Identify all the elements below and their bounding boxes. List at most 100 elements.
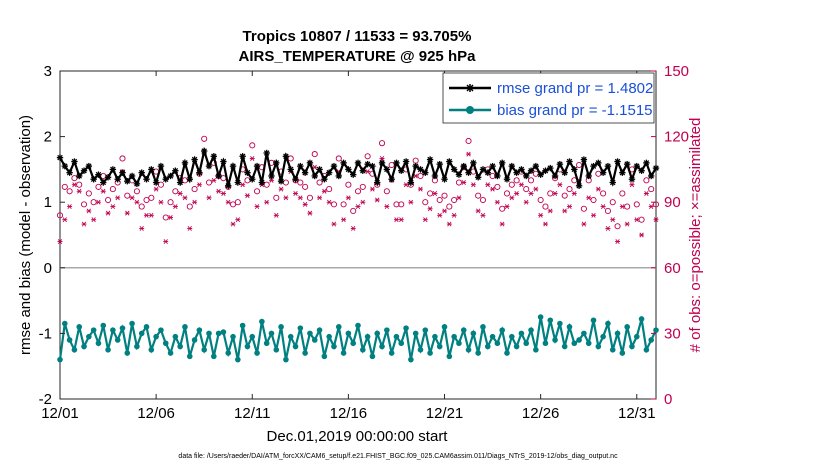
- rmse-point: [306, 159, 314, 167]
- obs-possible-point: [229, 201, 237, 208]
- rmse-point: [316, 166, 323, 173]
- obs-assimilated-point: [302, 201, 308, 207]
- rmse-point: [388, 176, 395, 183]
- rmse-point: [547, 164, 554, 172]
- obs-assimilated-point: [134, 199, 140, 205]
- rmse-point: [258, 179, 266, 186]
- rmse-point: [268, 172, 275, 180]
- obs-possible-point: [590, 196, 597, 204]
- obs-assimilated-point: [91, 217, 97, 223]
- obs-assimilated-point: [341, 217, 347, 223]
- obs-assimilated-point: [494, 199, 500, 205]
- rmse-point: [647, 172, 655, 180]
- y-left-tick-label: 2: [44, 129, 52, 146]
- rmse-point: [364, 160, 371, 168]
- obs-possible-point: [513, 177, 520, 184]
- obs-assimilated-point: [566, 204, 572, 210]
- obs-assimilated-point: [307, 210, 313, 216]
- obs-possible-point: [580, 205, 587, 212]
- bias-point: [393, 333, 400, 340]
- obs-possible-point: [143, 196, 150, 204]
- rmse-point: [119, 169, 126, 176]
- bias-point: [62, 320, 68, 327]
- obs-assimilated-point: [283, 195, 289, 201]
- obs-possible-point: [633, 201, 640, 208]
- rmse-point: [628, 176, 636, 183]
- rmse-point: [599, 169, 607, 176]
- rmse-point: [571, 166, 578, 173]
- obs-assimilated-point: [591, 212, 597, 218]
- bias-point: [66, 337, 73, 343]
- bias-point: [340, 350, 347, 356]
- bias-point: [90, 327, 97, 333]
- obs-assimilated-point: [552, 190, 558, 196]
- bias-point: [206, 330, 212, 337]
- bias-point: [292, 343, 299, 350]
- bias-point: [480, 324, 486, 330]
- legend-bias-marker: [466, 106, 474, 114]
- obs-possible-point: [422, 199, 429, 206]
- rmse-point: [638, 167, 645, 174]
- bias-point: [316, 327, 323, 333]
- bias-series: [57, 314, 659, 363]
- bias-point: [542, 340, 549, 347]
- rmse-point: [80, 167, 88, 174]
- bias-point: [619, 350, 626, 356]
- obs-assimilated-point: [442, 208, 448, 214]
- bias-point: [235, 356, 241, 363]
- rmse-point: [191, 156, 198, 163]
- obs-assimilated-point: [268, 177, 274, 183]
- bias-point: [311, 337, 318, 343]
- obs-possible-point: [494, 183, 501, 190]
- rmse-point: [614, 158, 621, 165]
- bias-point: [369, 353, 376, 360]
- rmse-point: [277, 178, 285, 185]
- obs-possible-point: [508, 181, 515, 188]
- obs-possible-point: [148, 194, 155, 201]
- bias-point: [263, 340, 270, 347]
- obs-assimilated-point: [76, 188, 82, 194]
- obs-possible-point: [109, 186, 116, 193]
- bias-point: [456, 340, 462, 347]
- obs-assimilated-point: [350, 225, 356, 231]
- obs-assimilated-point: [518, 182, 524, 188]
- rmse-point: [609, 179, 616, 186]
- obs-assimilated-point: [249, 155, 255, 161]
- rmse-point: [152, 179, 160, 186]
- rmse-point: [253, 162, 261, 170]
- bias-point: [489, 333, 496, 340]
- rmse-point: [585, 172, 592, 180]
- obs-assimilated-point: [293, 190, 299, 196]
- rmse-point: [446, 158, 453, 165]
- bias-point: [432, 333, 438, 340]
- obs-possible-point: [595, 170, 602, 177]
- obs-assimilated-point: [533, 186, 539, 192]
- obs-assimilated-point: [206, 195, 212, 201]
- bias-point: [465, 347, 472, 353]
- bias-point: [158, 327, 164, 333]
- plot-area: [59, 70, 657, 400]
- obs-possible-point: [619, 190, 626, 197]
- obs-possible-point: [479, 196, 487, 204]
- rmse-point: [186, 176, 193, 183]
- obs-assimilated-point: [211, 177, 217, 183]
- obs-assimilated-point: [230, 221, 236, 227]
- obs-assimilated-point: [153, 186, 159, 192]
- rmse-point: [85, 162, 93, 170]
- y-axis-label-right: # of obs: o=possible; ×=assimilated: [687, 118, 704, 353]
- rmse-point: [244, 169, 251, 176]
- rmse-point: [518, 166, 525, 173]
- bias-point: [475, 350, 481, 356]
- obs-assimilated-point: [379, 155, 385, 161]
- bias-point: [523, 340, 530, 347]
- rmse-point: [200, 147, 208, 155]
- bias-point: [249, 333, 256, 340]
- bias-point: [648, 337, 654, 343]
- bias-point: [528, 327, 534, 333]
- obs-assimilated-point: [273, 212, 279, 218]
- obs-assimilated-point: [182, 195, 188, 201]
- x-tick-label: 12/01: [41, 405, 79, 422]
- bias-point: [124, 350, 131, 356]
- obs-assimilated-point: [264, 199, 270, 205]
